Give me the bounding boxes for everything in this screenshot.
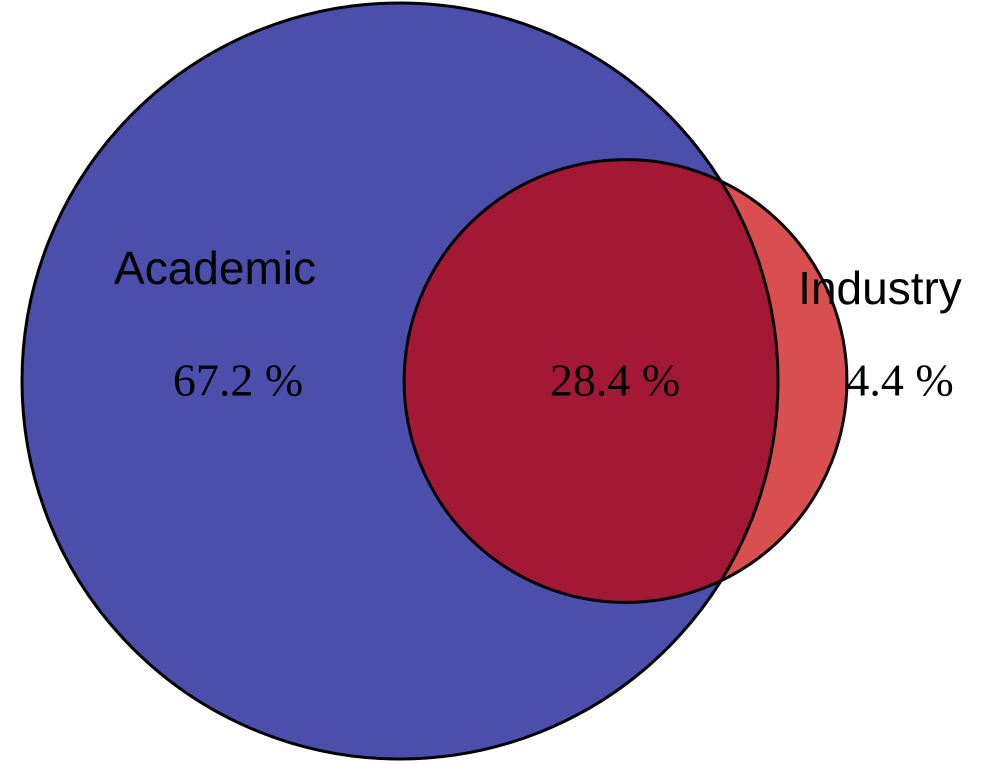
region-label: 4.4 % xyxy=(846,355,953,406)
region-label: 28.4 % xyxy=(550,355,680,406)
set-label: Academic xyxy=(114,242,316,294)
region-label: 67.2 % xyxy=(173,355,303,406)
circle-outline xyxy=(402,158,849,604)
set-label: Industry xyxy=(798,262,962,314)
circle-outline xyxy=(20,1,780,761)
overlap-region xyxy=(404,159,778,603)
